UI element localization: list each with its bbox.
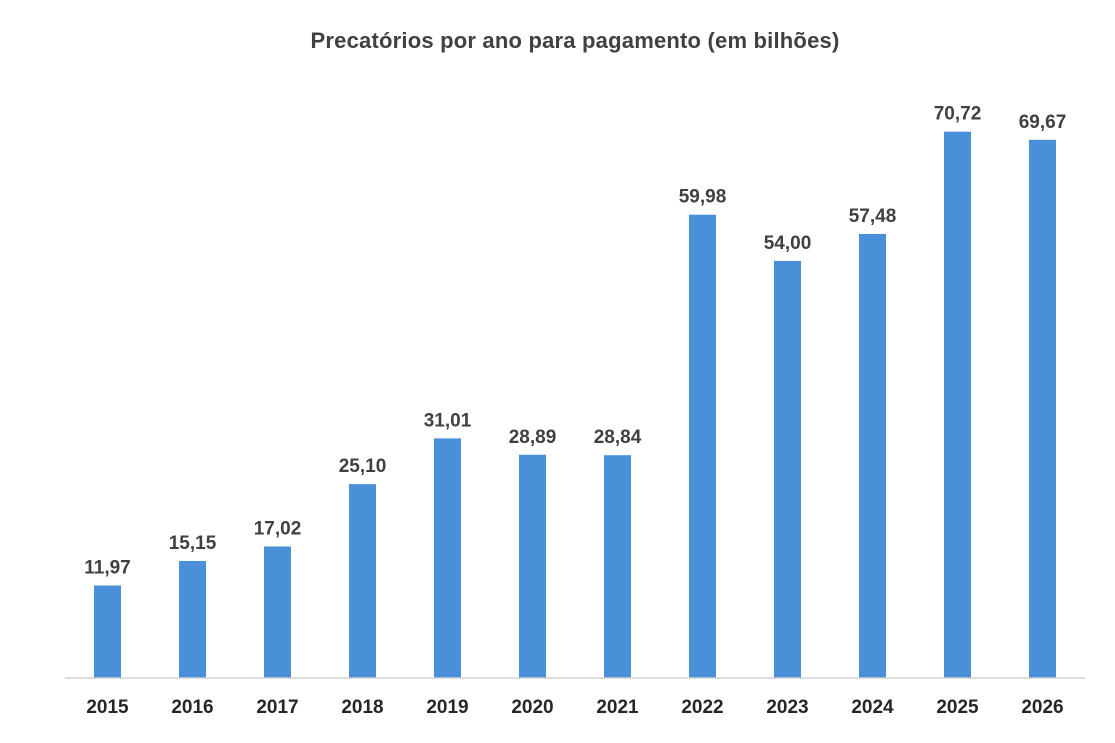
data-label-2024: 57,48: [849, 206, 897, 227]
x-tick-label-2026: 2026: [1021, 697, 1063, 718]
data-label-2020: 28,89: [509, 427, 557, 448]
x-tick-label-2024: 2024: [851, 697, 894, 718]
bar-2019: [434, 438, 461, 678]
bar-2018: [349, 484, 376, 678]
bar-2020: [519, 454, 546, 678]
x-tick-label-2017: 2017: [256, 697, 298, 718]
x-tick-label-2016: 2016: [171, 697, 213, 718]
data-label-2018: 25,10: [339, 456, 387, 477]
data-label-2022: 59,98: [679, 187, 727, 208]
bar-2026: [1029, 139, 1056, 679]
bar-2023: [774, 260, 801, 678]
x-tick-label-2015: 2015: [86, 697, 129, 718]
data-label-2017: 17,02: [254, 519, 302, 540]
data-label-2015: 11,97: [84, 558, 131, 579]
x-tick-label-2018: 2018: [341, 697, 383, 718]
bar-2025: [944, 131, 971, 678]
bar-2021: [604, 455, 631, 678]
x-tick-label-2025: 2025: [936, 697, 979, 718]
x-tick-label-2022: 2022: [681, 697, 723, 718]
x-tick-label-2021: 2021: [596, 697, 639, 718]
data-label-2016: 15,15: [169, 533, 217, 554]
data-label-2026: 69,67: [1019, 112, 1067, 133]
bar-2015: [94, 585, 121, 678]
x-tick-label-2019: 2019: [426, 697, 468, 718]
x-tick-labels-group: 2015 2016 2017 2018 2019 2020 2021 2022 2023 2024…: [86, 697, 1063, 718]
data-labels-group: 11,97 15,15 17,02 25,10 31,01 28,89 28,84 59,98…: [84, 104, 1066, 579]
bar-2017: [264, 546, 291, 678]
data-label-2025: 70,72: [934, 104, 982, 125]
bar-2016: [179, 561, 206, 678]
bars-group: [94, 131, 1056, 679]
bar-2024: [859, 234, 886, 678]
data-label-2019: 31,01: [424, 410, 472, 431]
x-tick-label-2020: 2020: [511, 697, 553, 718]
x-tick-label-2023: 2023: [766, 697, 808, 718]
data-label-2023: 54,00: [764, 233, 812, 254]
bar-2022: [689, 214, 716, 678]
data-label-2021: 28,84: [594, 427, 642, 448]
chart-title: Precatórios por ano para pagamento (em b…: [310, 28, 840, 53]
